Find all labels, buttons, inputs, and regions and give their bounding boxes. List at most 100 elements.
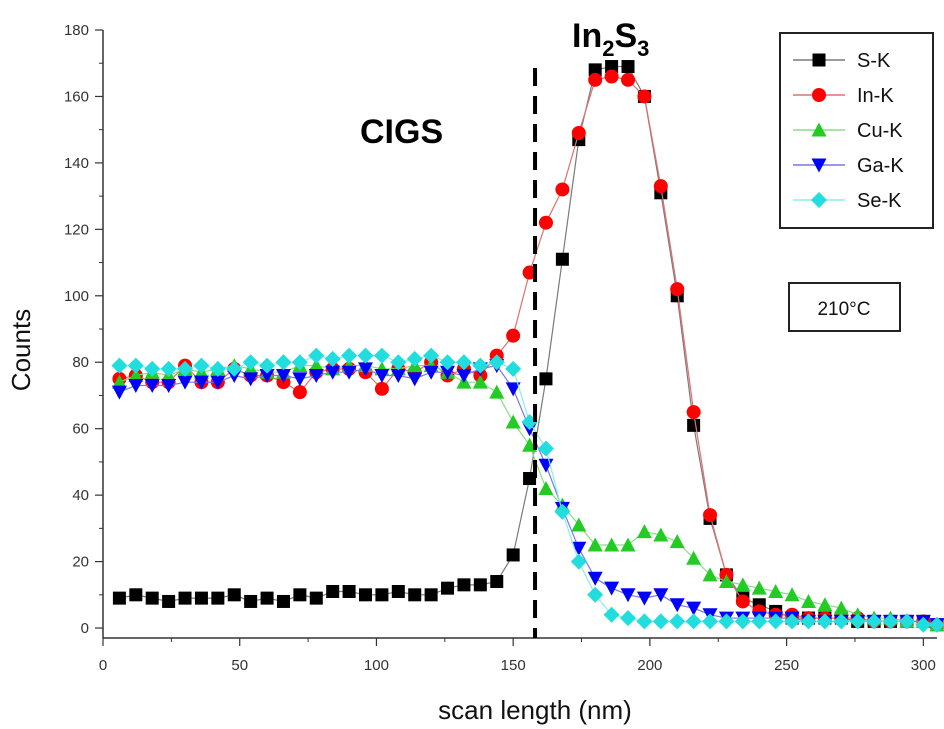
point-cu-k [768, 583, 784, 598]
point-se-k [291, 354, 308, 371]
point-cu-k [800, 593, 816, 608]
point-ga-k [128, 378, 144, 393]
legend-item-ga-k: Ga-K [793, 155, 904, 177]
point-ga-k [423, 365, 439, 380]
x-axis-label: scan length (nm) [438, 695, 632, 725]
point-se-k [537, 440, 554, 457]
point-se-k [406, 350, 423, 367]
point-in-k [588, 72, 603, 87]
point-in-k [292, 385, 307, 400]
point-ga-k [669, 598, 685, 613]
point-s-k [506, 548, 520, 562]
point-se-k [652, 613, 669, 630]
point-ga-k [636, 591, 652, 606]
point-in-k [686, 405, 701, 420]
in2s3-annotation-in: In [572, 17, 602, 55]
point-s-k [424, 588, 438, 602]
point-ga-k [193, 375, 209, 390]
point-cu-k [686, 550, 702, 565]
y-tick-label: 180 [64, 22, 89, 39]
y-tick-label: 80 [72, 354, 89, 371]
point-se-k [275, 354, 292, 371]
point-in-k [506, 328, 521, 343]
point-ga-k [374, 369, 390, 384]
cigs-annotation: CIGS [360, 113, 443, 151]
point-se-k [587, 586, 604, 603]
point-ga-k [686, 601, 702, 616]
point-se-k [127, 357, 144, 374]
point-se-k [570, 553, 587, 570]
point-cu-k [128, 368, 144, 383]
y-tick-label: 140 [64, 155, 89, 172]
point-se-k [259, 357, 276, 374]
point-se-k [111, 357, 128, 374]
point-se-k [341, 347, 358, 364]
point-s-k [276, 594, 290, 608]
point-se-k [816, 613, 833, 630]
y-axis-label: Counts [6, 309, 36, 391]
point-se-k [784, 613, 801, 630]
point-ga-k [210, 375, 226, 390]
point-s-k [359, 588, 373, 602]
point-in-k [703, 508, 718, 523]
axis-ticks [95, 29, 924, 646]
point-cu-k [505, 414, 521, 429]
legend-label: S-K [857, 50, 891, 72]
legend-label: Ga-K [857, 155, 904, 177]
x-tick-label: 50 [231, 657, 248, 674]
point-se-k [751, 613, 768, 630]
legend-marker [812, 88, 826, 102]
point-se-k [849, 613, 866, 630]
point-cu-k [604, 537, 620, 552]
point-s-k [129, 588, 143, 602]
point-cu-k [587, 537, 603, 552]
plot-frame [102, 30, 937, 639]
point-cu-k [489, 384, 505, 399]
point-cu-k [472, 374, 488, 389]
point-in-k [637, 89, 652, 104]
point-se-k [357, 347, 374, 364]
point-in-k [538, 215, 553, 230]
legend-marker [811, 158, 827, 173]
temperature-label: 210°C [817, 299, 870, 320]
point-cu-k [702, 567, 718, 582]
y-tick-label: 20 [72, 554, 89, 571]
point-se-k [390, 354, 407, 371]
point-ga-k [653, 588, 669, 603]
point-s-k [375, 588, 389, 602]
point-ga-k [390, 369, 406, 384]
legend: S-K In-K Cu-K Ga-K Se-K [779, 32, 934, 229]
point-s-k [687, 418, 701, 432]
point-s-k [408, 588, 422, 602]
legend-label: Cu-K [857, 120, 903, 142]
point-ga-k [275, 369, 291, 384]
point-cu-k [833, 600, 849, 615]
point-se-k [455, 354, 472, 371]
point-ga-k [456, 369, 472, 384]
tick-labels: 0 50 100 150 200 250 300 0 20 40 60 80 100 120 140 160 1… [64, 22, 936, 674]
in2s3-annotation-sub3: 3 [637, 36, 649, 61]
point-ga-k [407, 372, 423, 387]
point-se-k [226, 360, 243, 377]
point-ga-k [111, 385, 127, 400]
point-se-k [373, 347, 390, 364]
point-s-k [145, 591, 159, 605]
point-ga-k [587, 571, 603, 586]
point-s-k [162, 594, 176, 608]
legend-item-se-k: Se-K [793, 190, 902, 212]
point-s-k [260, 591, 274, 605]
point-s-k [621, 60, 635, 74]
point-in-k [571, 125, 586, 140]
point-se-k [324, 350, 341, 367]
point-s-k [473, 578, 487, 592]
point-s-k [588, 63, 602, 77]
point-in-k [670, 282, 685, 297]
point-ga-k [440, 365, 456, 380]
point-s-k [112, 591, 126, 605]
point-cu-k [735, 577, 751, 592]
point-se-k [800, 613, 817, 630]
point-in-k [653, 179, 668, 194]
point-ga-k [259, 369, 275, 384]
point-cu-k [308, 358, 324, 373]
point-in-k [555, 182, 570, 197]
